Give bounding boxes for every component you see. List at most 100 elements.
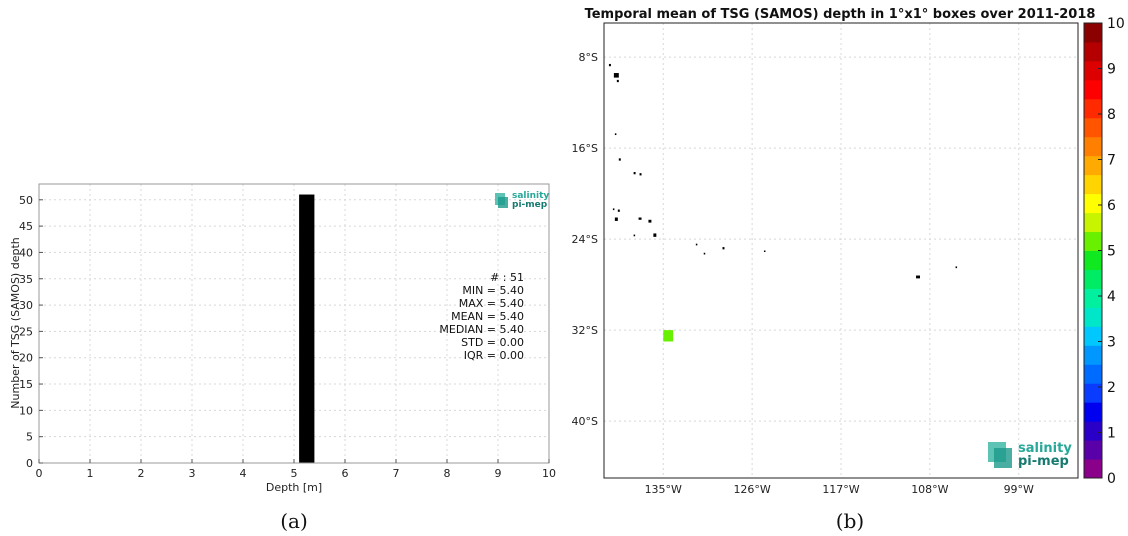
logo-text-salinity: salinity [1018, 441, 1072, 456]
histogram-grid [38, 184, 550, 464]
histogram-x-tick-label: 1 [87, 467, 94, 480]
histogram-bars [299, 194, 315, 463]
map-lat-tick-label: 16°S [572, 142, 598, 155]
colorbar-tick-label: 3 [1107, 335, 1116, 351]
histogram-y-tick-label: 25 [19, 325, 33, 338]
map-lon-tick-label: 108°W [911, 483, 948, 496]
colorbar-segment [1084, 79, 1102, 100]
colorbar-segment [1084, 136, 1102, 157]
map-island [638, 217, 642, 220]
colorbar-segment [1084, 326, 1102, 346]
map-islands [608, 63, 958, 279]
colorbar-tick-label: 6 [1107, 198, 1116, 214]
map-island [633, 172, 636, 175]
colorbar-segment [1084, 174, 1102, 195]
histogram-y-ticks: 0 5 10 15 20 25 30 35 40 45 50 [19, 194, 43, 470]
map-island [653, 233, 657, 237]
logo-mark-icon-layer [994, 448, 1012, 468]
colorbar-tick-label: 7 [1107, 153, 1116, 169]
map-island [695, 243, 698, 246]
histogram-x-tick-label: 2 [138, 467, 145, 480]
colorbar-tick-label: 1 [1107, 426, 1116, 442]
colorbar-tick-label: 5 [1107, 244, 1116, 260]
histogram-x-tick-label: 0 [36, 467, 43, 480]
histogram-x-tick-label: 6 [342, 467, 349, 480]
histogram-x-ticks: 0 1 2 3 4 5 6 7 8 9 10 [36, 459, 556, 480]
histogram-stat-line: STD = 0.00 [461, 336, 524, 349]
histogram-y-tick-label: 40 [19, 246, 33, 259]
histogram-y-tick-label: 0 [26, 457, 33, 470]
colorbar-segment [1084, 41, 1102, 62]
map-lon-tick-label: 117°W [822, 483, 859, 496]
histogram-x-tick-label: 4 [240, 467, 247, 480]
histogram-y-tick-label: 10 [19, 404, 33, 417]
colorbar-segment [1084, 402, 1102, 422]
colorbar-segment [1084, 307, 1102, 327]
map-data-cell [663, 330, 674, 342]
salinity-pi-mep-logo: salinity pi-mep [495, 191, 549, 210]
map-lat-tick-label: 40°S [572, 415, 598, 428]
histogram-stat-line: MEAN = 5.40 [451, 310, 524, 323]
map-lon-tick-label: 99°W [1004, 483, 1034, 496]
colorbar-segment [1084, 364, 1102, 384]
colorbar-segment [1084, 250, 1102, 270]
map-island [703, 252, 706, 255]
colorbar-segment [1084, 23, 1102, 43]
histogram-x-tick-label: 5 [291, 467, 298, 480]
histogram-x-tick-label: 7 [393, 467, 400, 480]
logo-text-salinity: salinity [512, 191, 549, 201]
colorbar-segment [1084, 440, 1102, 460]
colorbar-tick-label: 4 [1107, 289, 1116, 305]
colorbar-segment [1084, 212, 1102, 233]
colorbar-tick-label: 0 [1107, 471, 1116, 487]
map-lat-tick-label: 24°S [572, 233, 598, 246]
colorbar-segment [1084, 459, 1102, 479]
histogram-y-tick-label: 45 [19, 220, 33, 233]
colorbar-segment [1084, 98, 1102, 119]
logo-text-pi-mep: pi-mep [1018, 454, 1069, 469]
colorbar-tick-label: 2 [1107, 380, 1116, 396]
map-island [608, 63, 611, 67]
caption-a: (a) [280, 509, 308, 533]
histogram-stat-line: MIN = 5.40 [462, 284, 524, 297]
colorbar-segment [1084, 193, 1102, 214]
colorbar-segment [1084, 117, 1102, 138]
map-island [648, 219, 652, 223]
histogram-y-tick-label: 30 [19, 299, 33, 312]
colorbar-segment [1084, 231, 1102, 251]
histogram-y-tick-label: 5 [26, 431, 33, 444]
map-island [763, 250, 766, 252]
histogram-y-tick-label: 50 [19, 194, 33, 207]
map-lon-tick-label: 126°W [733, 483, 770, 496]
map-data-cells [663, 330, 674, 342]
histogram-y-tick-label: 20 [19, 352, 33, 365]
histogram-x-tick-label: 8 [444, 467, 451, 480]
map-island [617, 209, 620, 212]
map-lat-tick-label: 8°S [579, 51, 598, 64]
map-island [613, 73, 619, 78]
salinity-pi-mep-logo-map: salinity pi-mep [988, 441, 1072, 469]
colorbar-tick-label: 8 [1107, 107, 1116, 123]
histogram-stat-line: # : 51 [490, 271, 524, 284]
map-island [639, 173, 642, 176]
map-island [616, 79, 619, 83]
map-island [722, 247, 725, 250]
map-grid [604, 23, 1078, 478]
histogram-x-tick-label: 10 [542, 467, 556, 480]
map-frame [603, 22, 1079, 479]
histogram-bar [299, 194, 315, 463]
map-longitude-ticks: 135°W 126°W 117°W 108°W 99°W [645, 483, 1034, 496]
map-panel: Temporal mean of TSG (SAMOS) depth in 1°… [572, 7, 1125, 533]
colorbar-segment [1084, 269, 1102, 289]
map-title: Temporal mean of TSG (SAMOS) depth in 1°… [585, 7, 1096, 22]
map-island [614, 217, 618, 221]
colorbar-segment [1084, 421, 1102, 441]
histogram-x-tick-label: 3 [189, 467, 196, 480]
map-lon-tick-label: 135°W [645, 483, 682, 496]
colorbar-segment [1084, 383, 1102, 403]
caption-b: (b) [836, 509, 864, 533]
map-island [618, 158, 621, 161]
colorbar-segment [1084, 345, 1102, 365]
